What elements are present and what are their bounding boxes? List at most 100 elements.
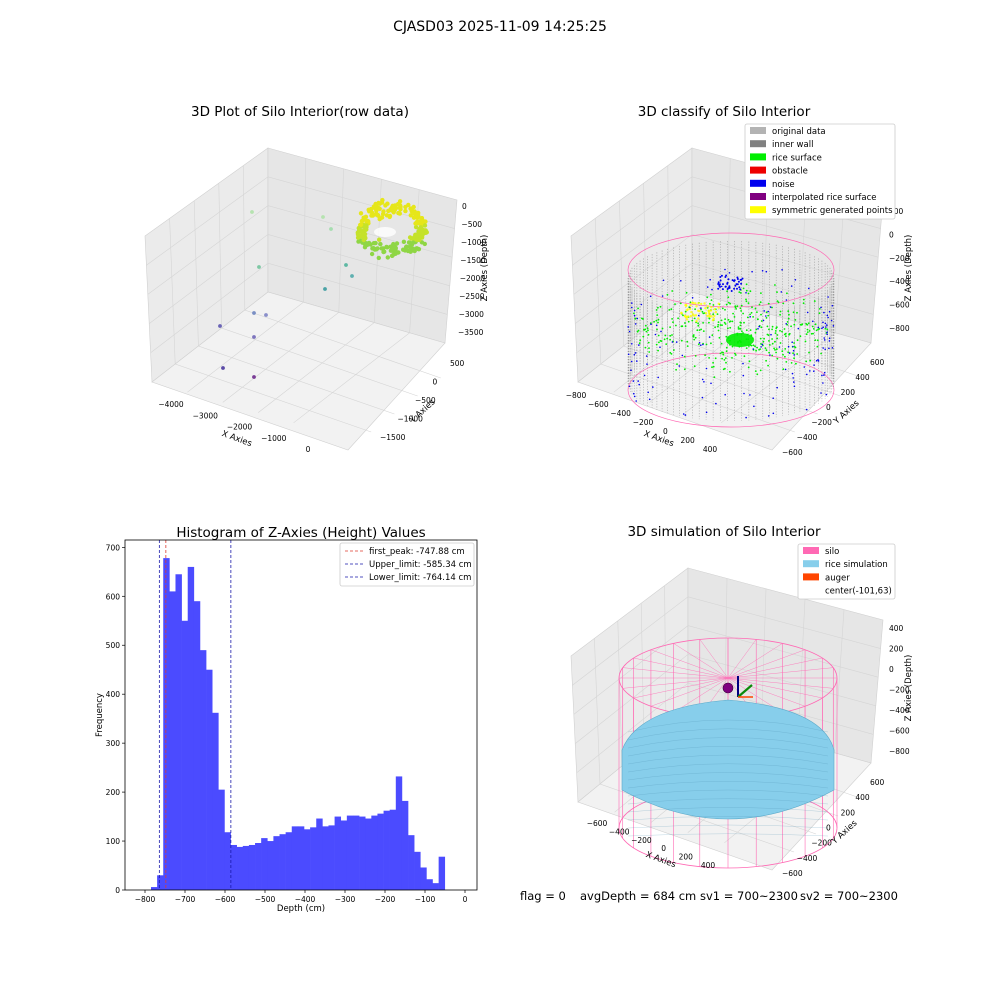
grid-line	[594, 218, 795, 433]
rice-surface-point	[777, 301, 780, 304]
noise-point	[631, 343, 633, 345]
symmetric-point	[707, 309, 710, 312]
rice-surface-point	[677, 317, 679, 320]
panel2-x-ticks: −800−600−400−200 0 200 400	[566, 391, 718, 454]
histogram-bar	[151, 887, 158, 890]
rice-surface-point	[659, 339, 662, 342]
rice-surface-point	[713, 376, 716, 379]
rice-surface-point	[717, 329, 720, 332]
histogram-bar	[340, 820, 348, 890]
noise-cluster-point	[717, 287, 720, 290]
noise-point	[825, 393, 828, 396]
noise-point	[761, 270, 764, 272]
rice-surface-point	[787, 351, 790, 354]
ring-point	[412, 247, 417, 252]
ring-point	[408, 245, 413, 250]
figure-title: CJASD03 2025-11-09 14:25:25	[393, 19, 607, 35]
rice-surface-point	[745, 329, 748, 332]
p2-z-tick-label: 0	[889, 230, 894, 239]
legend-label: symmetric generated points	[772, 206, 893, 216]
p1-z-tick-label: −3000	[459, 310, 485, 319]
noise-point	[812, 320, 814, 323]
noise-point	[806, 373, 808, 376]
histogram-bar	[310, 827, 317, 890]
rice-surface-point	[717, 323, 720, 326]
rice-mesh-line	[627, 728, 829, 741]
noise-point	[643, 374, 646, 377]
rice-surface-point	[785, 361, 788, 363]
panel1-zlabel: Z Axies (Depth)	[480, 235, 490, 302]
rice-surface-point	[754, 307, 757, 310]
x-tick-label: −300	[335, 895, 356, 904]
noise-point	[627, 326, 629, 328]
rice-surface-point	[749, 290, 752, 293]
histogram-bar	[365, 818, 372, 890]
rice-mesh-line	[627, 781, 829, 789]
panel4-x-ticks: −600−400−200 0 200 400	[587, 819, 716, 870]
rice-surface-point	[805, 360, 808, 363]
rice-surface-point	[633, 312, 635, 315]
rice-surface-point	[775, 348, 778, 351]
histogram-frame	[124, 539, 478, 891]
p4-z-tick-label: −200	[889, 686, 910, 695]
symmetric-point	[706, 314, 709, 318]
noise-point	[646, 363, 648, 365]
noise-point	[682, 413, 685, 415]
rice-surface-point	[782, 368, 785, 371]
rice-surface-point	[692, 335, 695, 338]
rice-surface-point	[719, 324, 722, 326]
noise-point	[700, 344, 702, 347]
x-tick-label: −600	[215, 895, 236, 904]
noise-point	[631, 306, 633, 309]
rice-surface-point	[779, 313, 781, 316]
rice-surface-point	[765, 349, 768, 352]
symmetric-point	[704, 312, 708, 315]
ring-point	[401, 239, 407, 244]
p2-y-tick-label: 600	[870, 358, 885, 367]
rice-surface-point	[724, 318, 726, 320]
noise-point	[770, 333, 772, 336]
p2-x-tick-label: −800	[566, 391, 587, 400]
rice-surface-point	[717, 321, 720, 323]
symmetric-point	[707, 312, 711, 315]
rice-surface-point	[810, 332, 813, 335]
panel2-axes-panes	[570, 147, 884, 451]
p1-z-tick-label: −3500	[458, 328, 484, 337]
histogram-bar	[383, 810, 390, 890]
noise-point	[655, 324, 658, 327]
rice-surface-point	[656, 328, 658, 331]
noise-point	[631, 302, 633, 304]
rice-surface-point	[692, 334, 695, 336]
noise-point	[710, 382, 712, 385]
legend-label: obstacle	[772, 167, 808, 177]
histogram-bar	[273, 836, 280, 890]
noise-point	[826, 333, 828, 336]
ring-point	[377, 206, 382, 211]
noise-point	[630, 360, 633, 363]
rice-surface-point	[768, 344, 771, 346]
p4-z-tick-label: 200	[889, 645, 904, 654]
rice-surface-point	[809, 359, 812, 362]
histogram-bar	[218, 789, 225, 890]
noise-point	[633, 314, 636, 317]
p2-z-tick-label: −200	[889, 254, 910, 263]
rice-surface-point	[774, 340, 776, 343]
p4-x-tick-label: 0	[661, 844, 666, 853]
noise-point	[823, 374, 825, 376]
raw-point	[218, 324, 222, 328]
p4-y-tick-label: −600	[782, 869, 803, 878]
rice-surface-point	[788, 313, 790, 316]
rice-surface-point	[675, 368, 677, 371]
symmetric-point	[697, 317, 700, 320]
grid-line	[193, 200, 395, 415]
raw-point	[221, 366, 225, 370]
rice-surface-point	[745, 347, 748, 349]
noise-point	[767, 310, 769, 313]
noise-point	[752, 348, 755, 350]
legend-swatch	[750, 166, 766, 174]
p2-z-tick-label: 200	[889, 207, 904, 216]
rice-surface-point	[644, 346, 647, 349]
noise-point	[765, 270, 768, 273]
ring-point	[362, 245, 368, 250]
